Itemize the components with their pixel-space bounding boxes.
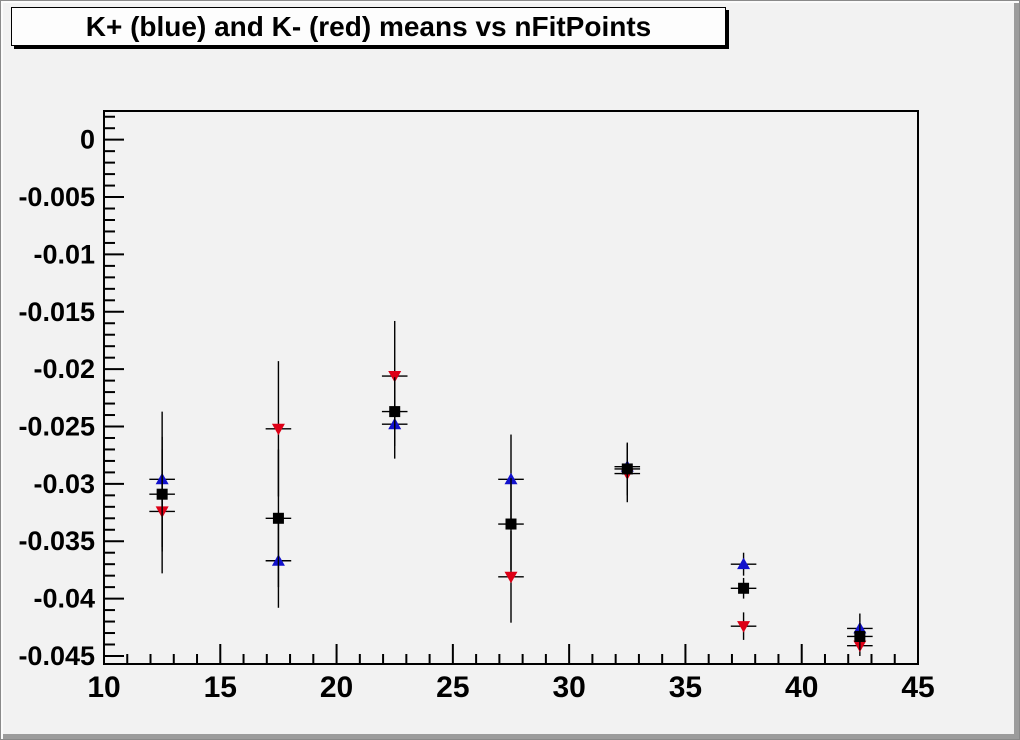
plot-frame <box>103 110 919 665</box>
x-tick-label: 30 <box>552 671 585 704</box>
square-marker <box>621 463 633 475</box>
triangle-down-marker <box>737 621 751 633</box>
y-tick-label: -0.03 <box>33 469 95 499</box>
square-marker <box>272 512 284 524</box>
square-marker <box>738 582 750 594</box>
y-tick-label: -0.045 <box>18 641 95 671</box>
y-tick-label: -0.02 <box>33 354 95 384</box>
x-tick-label: 45 <box>901 671 934 704</box>
triangle-down-marker <box>504 571 518 584</box>
y-tick-label: -0.04 <box>33 584 95 614</box>
triangle-down-marker <box>388 371 402 383</box>
x-tick-label: 40 <box>785 671 818 704</box>
triangle-up-marker <box>737 557 751 570</box>
square-marker <box>156 488 168 500</box>
y-tick-label: -0.035 <box>18 526 95 556</box>
y-tick-label: -0.015 <box>18 297 95 327</box>
y-tick-label: -0.025 <box>18 412 95 442</box>
y-tick-label: -0.01 <box>33 239 95 269</box>
y-tick-label: 0 <box>80 125 95 155</box>
triangle-down-marker <box>271 423 285 436</box>
x-tick-label: 25 <box>436 671 469 704</box>
square-marker <box>854 630 866 642</box>
x-tick-label: 10 <box>87 671 120 704</box>
x-tick-label: 15 <box>204 671 237 704</box>
square-marker <box>505 518 517 530</box>
x-tick-label: 35 <box>669 671 702 704</box>
y-tick-label: -0.005 <box>18 182 95 212</box>
x-tick-label: 20 <box>320 671 353 704</box>
title-box: K+ (blue) and K- (red) means vs nFitPoin… <box>11 7 726 46</box>
chart-title: K+ (blue) and K- (red) means vs nFitPoin… <box>85 10 652 42</box>
square-marker <box>389 406 401 418</box>
series-blacksquares <box>149 377 873 651</box>
